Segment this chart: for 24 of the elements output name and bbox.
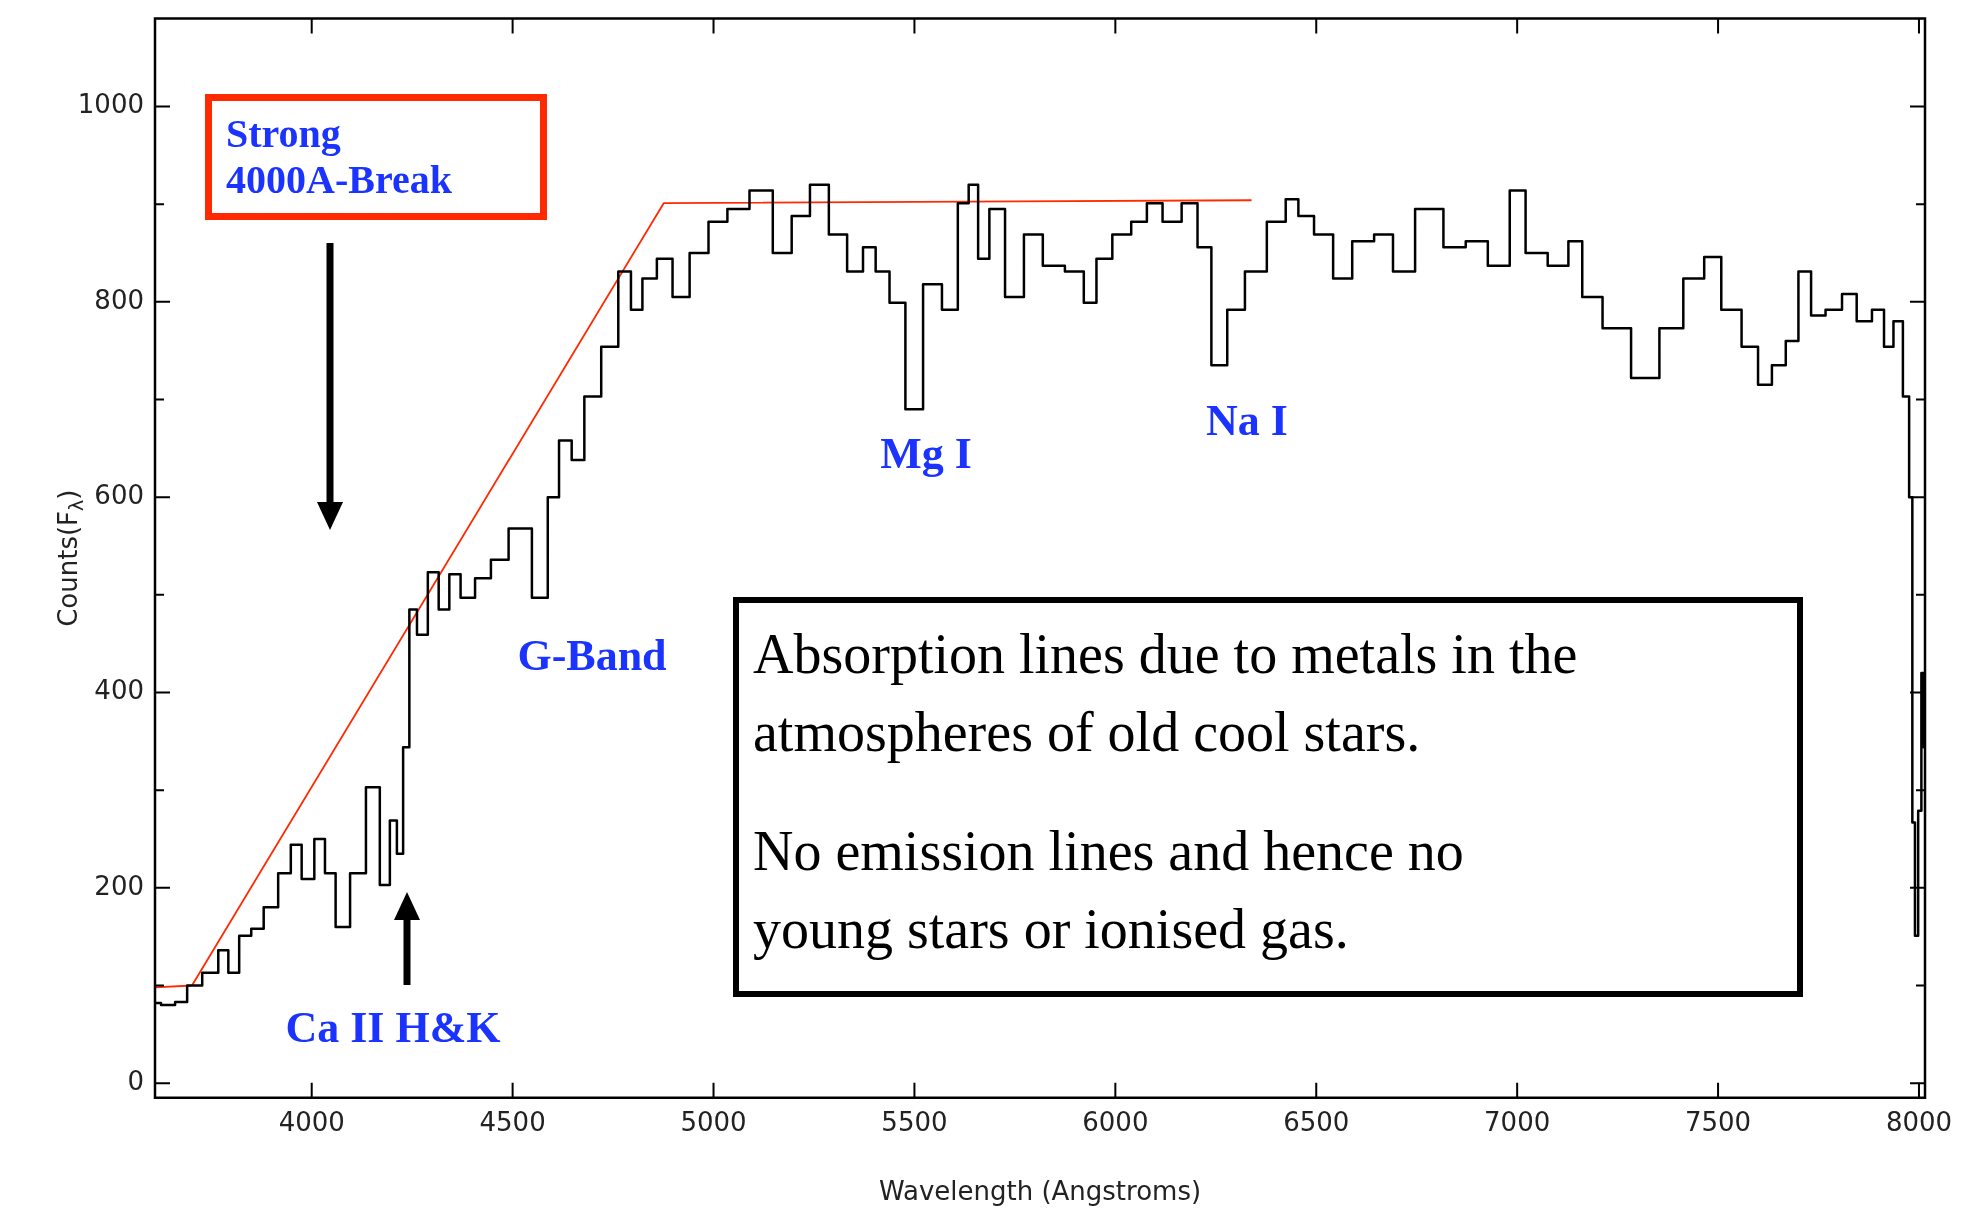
x-tick-label: 7000 — [1484, 1107, 1551, 1138]
y-tick-label: 400 — [94, 675, 144, 706]
x-tick-label: 8000 — [1885, 1107, 1953, 1138]
y-tick-label: 1000 — [77, 89, 144, 120]
x-tick-label: 6000 — [1082, 1107, 1149, 1138]
y-tick-label: 200 — [94, 870, 144, 901]
annotation: Absorption lines due to metals in the atmospheres of old cool stars. — [753, 622, 1579, 766]
x-tick-label: 5500 — [881, 1107, 948, 1138]
annotation: Na I — [1206, 394, 1288, 446]
x-tick-label: 5000 — [680, 1107, 747, 1138]
annotation: G-Band — [517, 629, 667, 681]
x-axis-title: Wavelength (Angstroms) — [878, 1175, 1202, 1206]
y-axis-title: Counts(Fλ) — [52, 489, 87, 627]
y-tick-label: 800 — [94, 284, 144, 315]
y-tick-label: 600 — [94, 479, 144, 510]
x-tick-label: 6500 — [1283, 1107, 1350, 1138]
x-tick-label: 7500 — [1684, 1107, 1752, 1138]
annotation: Mg I — [880, 427, 972, 479]
annotation: No emission lines and hence no young stars or ionised gas. — [753, 818, 1465, 963]
x-tick-label: 4500 — [479, 1107, 546, 1138]
annotation: Ca II H&K — [285, 1001, 501, 1053]
y-tick-label: 0 — [127, 1065, 144, 1096]
annotation: Strong 4000A-Break — [226, 111, 452, 202]
x-tick-label: 4000 — [278, 1107, 345, 1138]
